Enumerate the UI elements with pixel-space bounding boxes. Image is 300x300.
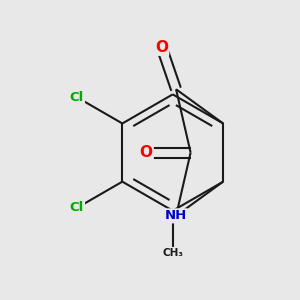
Text: Cl: Cl (70, 201, 84, 214)
Text: O: O (140, 145, 153, 160)
Text: Cl: Cl (70, 91, 84, 104)
Text: NH: NH (165, 209, 187, 222)
Text: CH₃: CH₃ (162, 248, 183, 258)
Text: O: O (155, 40, 168, 55)
